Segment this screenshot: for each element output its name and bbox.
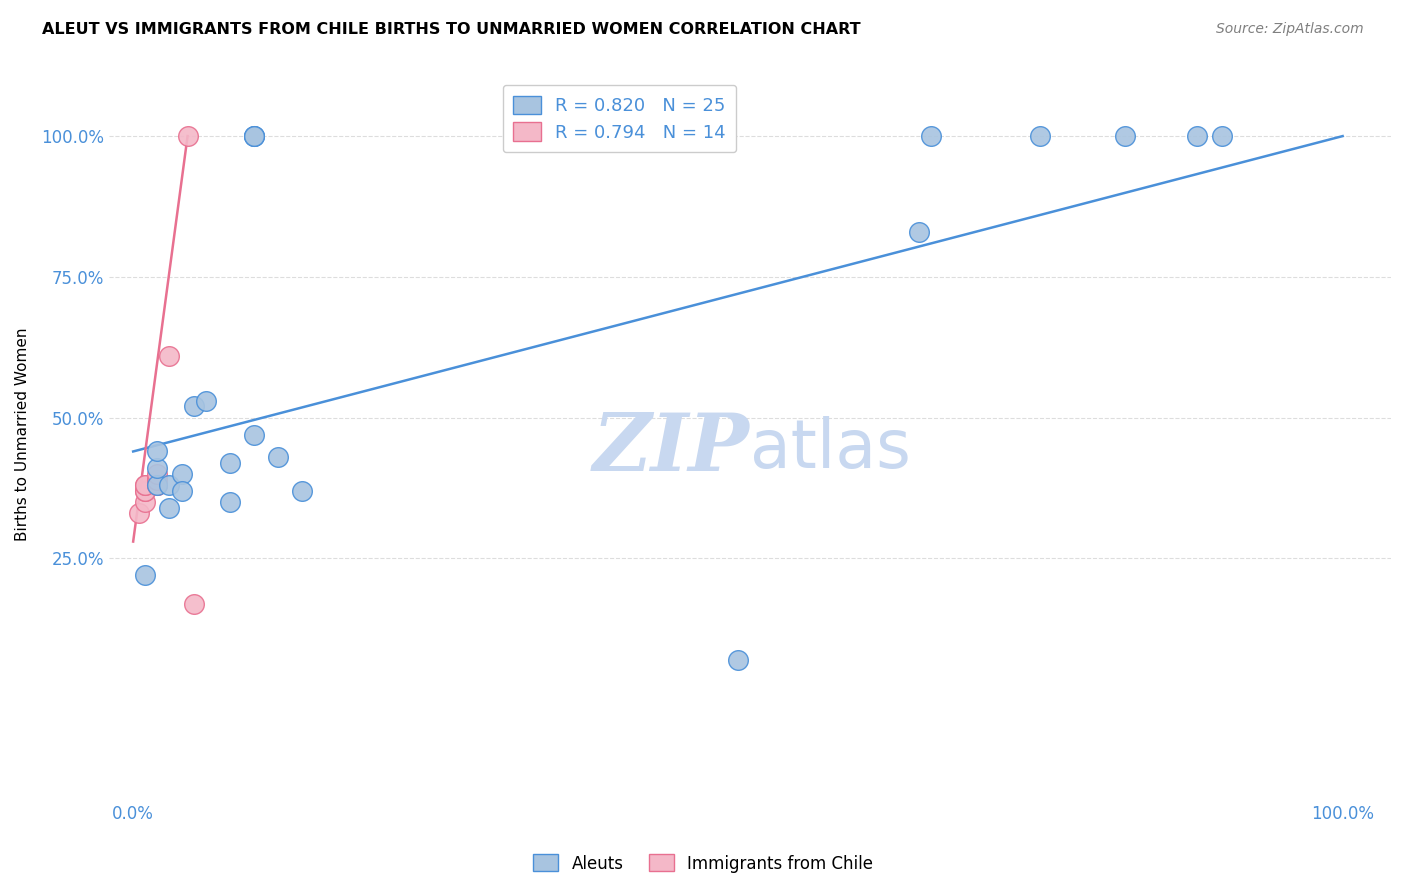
- Point: [183, 400, 205, 414]
- Text: ALEUT VS IMMIGRANTS FROM CHILE BIRTHS TO UNMARRIED WOMEN CORRELATION CHART: ALEUT VS IMMIGRANTS FROM CHILE BIRTHS TO…: [42, 22, 860, 37]
- Point: [159, 349, 181, 363]
- Point: [146, 473, 169, 487]
- Point: [243, 129, 266, 144]
- Text: ZIP: ZIP: [593, 410, 749, 488]
- Point: [134, 478, 156, 492]
- Point: [1187, 129, 1209, 144]
- Point: [908, 225, 931, 239]
- Point: [134, 495, 156, 509]
- Point: [183, 597, 205, 611]
- Point: [159, 478, 181, 492]
- Point: [134, 483, 156, 498]
- Point: [170, 467, 193, 481]
- Point: [920, 129, 942, 144]
- Point: [267, 450, 290, 464]
- Point: [134, 478, 156, 492]
- Point: [243, 129, 266, 144]
- Legend: Aleuts, Immigrants from Chile: Aleuts, Immigrants from Chile: [526, 847, 880, 880]
- Y-axis label: Births to Unmarried Women: Births to Unmarried Women: [15, 328, 30, 541]
- Text: Source: ZipAtlas.com: Source: ZipAtlas.com: [1216, 22, 1364, 37]
- Point: [727, 653, 749, 667]
- Legend: R = 0.820   N = 25, R = 0.794   N = 14: R = 0.820 N = 25, R = 0.794 N = 14: [502, 85, 737, 153]
- Point: [243, 129, 266, 144]
- Point: [146, 478, 169, 492]
- Point: [146, 461, 169, 475]
- Point: [219, 495, 242, 509]
- Point: [1029, 129, 1052, 144]
- Point: [146, 444, 169, 458]
- Point: [146, 473, 169, 487]
- Point: [146, 478, 169, 492]
- Point: [146, 478, 169, 492]
- Point: [1114, 129, 1136, 144]
- Point: [134, 483, 156, 498]
- Point: [128, 507, 150, 521]
- Point: [291, 483, 314, 498]
- Point: [1211, 129, 1233, 144]
- Point: [194, 393, 217, 408]
- Point: [146, 467, 169, 481]
- Point: [176, 129, 198, 144]
- Point: [170, 483, 193, 498]
- Point: [219, 456, 242, 470]
- Text: atlas: atlas: [749, 417, 911, 483]
- Point: [134, 568, 156, 582]
- Point: [159, 500, 181, 515]
- Point: [243, 427, 266, 442]
